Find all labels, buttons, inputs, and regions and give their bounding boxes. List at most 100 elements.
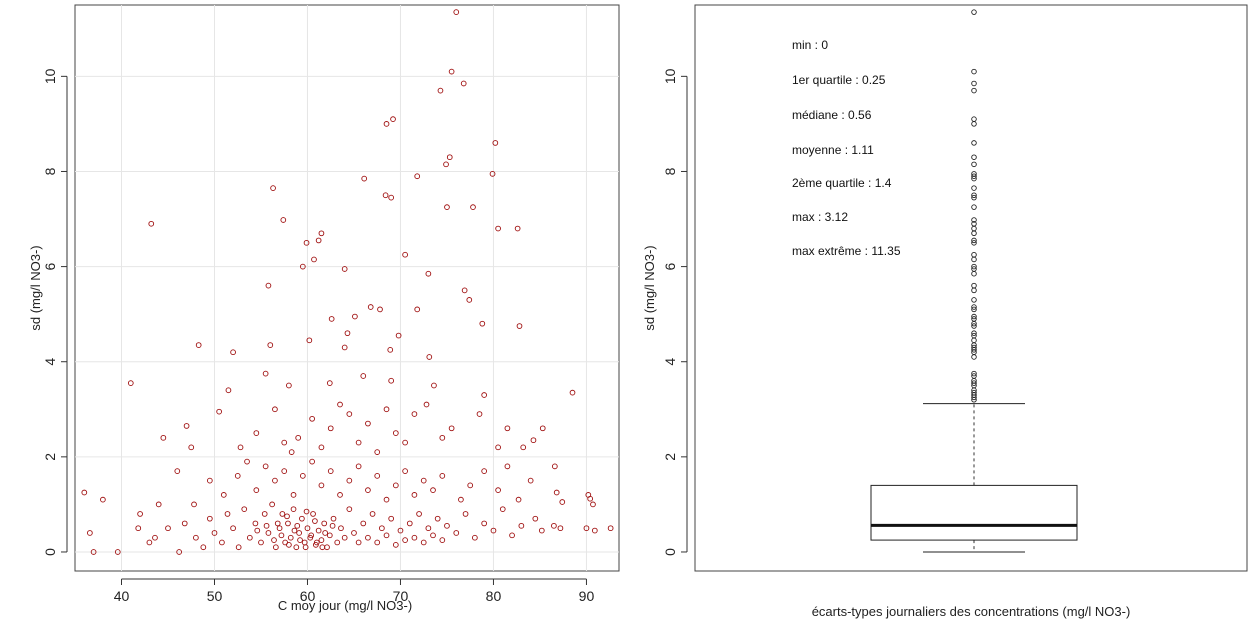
scatter-point [587,495,594,502]
scatter-point [155,501,162,508]
scatter-point [489,170,496,177]
scatter-point [237,444,244,451]
scatter-point [448,68,455,75]
scatter-point [293,544,300,551]
scatter-point [309,415,315,422]
box-outlier-point [971,161,977,168]
scatter-point [355,463,362,470]
scatter-point [509,532,515,539]
box-outlier-point [971,270,977,277]
scatter-point [590,501,596,508]
scatter-point [374,449,381,455]
scatter-point [444,522,450,529]
scatter-point [346,477,353,484]
scatter-point [100,496,106,503]
scatter-point [146,539,153,546]
scatter-point [481,468,488,474]
scatter-point [553,489,560,496]
scatter-point [369,511,376,517]
scatter-point [253,430,260,436]
scatter-gridlines [75,5,619,571]
scatter-point [230,525,236,532]
scatter-point [341,266,348,272]
scatter-point [390,116,396,123]
scatter-point [262,370,269,377]
scatter-point [296,530,302,536]
scatter-point [271,537,277,543]
scatter-point [258,539,264,546]
scatter-point [395,332,402,339]
scatter-point [367,304,374,310]
box-outlier-point [971,282,977,289]
scatter-point [406,520,413,527]
scatter-point [341,534,348,541]
scatter-point [472,534,478,541]
scatter-point [318,444,325,451]
scatter-point [425,525,432,532]
scatter-point [504,425,511,432]
box-outlier-point [971,306,977,313]
scatter-point [87,530,93,536]
scatter-point [448,425,455,432]
scatter-point [374,539,381,546]
box-x-axis-label: écarts-types journaliers des concentrati… [812,604,1131,619]
scatter-point [470,204,476,210]
scatter-plot-frame [74,4,620,572]
scatter-point [191,501,197,508]
box-plot-panel: 0 2 4 6 8 10 min : 0 1er quartile : 0.25 médi… [642,4,1248,619]
scatter-point [530,437,537,444]
scatter-point [458,496,464,503]
scatter-y-tick-label: 4 [42,358,58,366]
scatter-y-tick-label: 0 [42,548,58,556]
scatter-point [355,439,362,446]
scatter-point [337,492,343,498]
scatter-point [306,337,313,344]
scatter-point [532,515,539,522]
scatter-point [321,520,328,527]
scatter-point [388,515,395,522]
scatter-point [302,544,309,551]
scatter-point [461,287,468,294]
scatter-point [352,313,358,320]
scatter-x-tick-label: 60 [300,588,316,604]
scatter-point [402,251,408,258]
scatter-point [318,537,325,543]
scatter-point [434,515,441,522]
scatter-point [246,534,253,541]
scatter-point [346,411,353,417]
box-y-tick-label: 8 [662,167,678,175]
box-y-tick-label: 10 [662,68,678,84]
scatter-point [315,527,322,534]
scatter-point [235,544,242,551]
box-outlier-point [971,225,977,232]
scatter-point [334,539,341,546]
scatter-point [341,344,348,351]
scatter-plot-panel: 40 50 60 70 80 90 0 2 4 6 8 10 C moy jour (mg/l NO… [28,4,620,613]
scatter-point [319,544,326,551]
scatter-point [299,263,306,270]
scatter-point [591,527,598,534]
scatter-point [267,342,274,348]
annotation-mean: moyenne : 1.11 [792,143,874,157]
scatter-point [291,527,298,534]
scatter-point [516,323,523,329]
scatter-point [224,511,231,517]
box-outlier-point [971,194,977,201]
scatter-point [318,482,325,489]
scatter-point [430,487,436,493]
scatter-point [193,534,199,541]
scatter-point [135,525,142,532]
scatter-point [225,387,232,394]
scatter-point [411,492,418,498]
scatter-point [383,406,390,413]
scatter-point [127,380,134,386]
box-outlier-point [971,397,977,403]
scatter-point [254,527,261,534]
scatter-point [137,511,143,517]
scatter-points [81,9,614,555]
scatter-point [326,380,333,386]
scatter-point [569,389,576,396]
box-y-tick-label: 0 [662,548,678,556]
scatter-point [327,468,334,474]
scatter-point [219,539,225,546]
